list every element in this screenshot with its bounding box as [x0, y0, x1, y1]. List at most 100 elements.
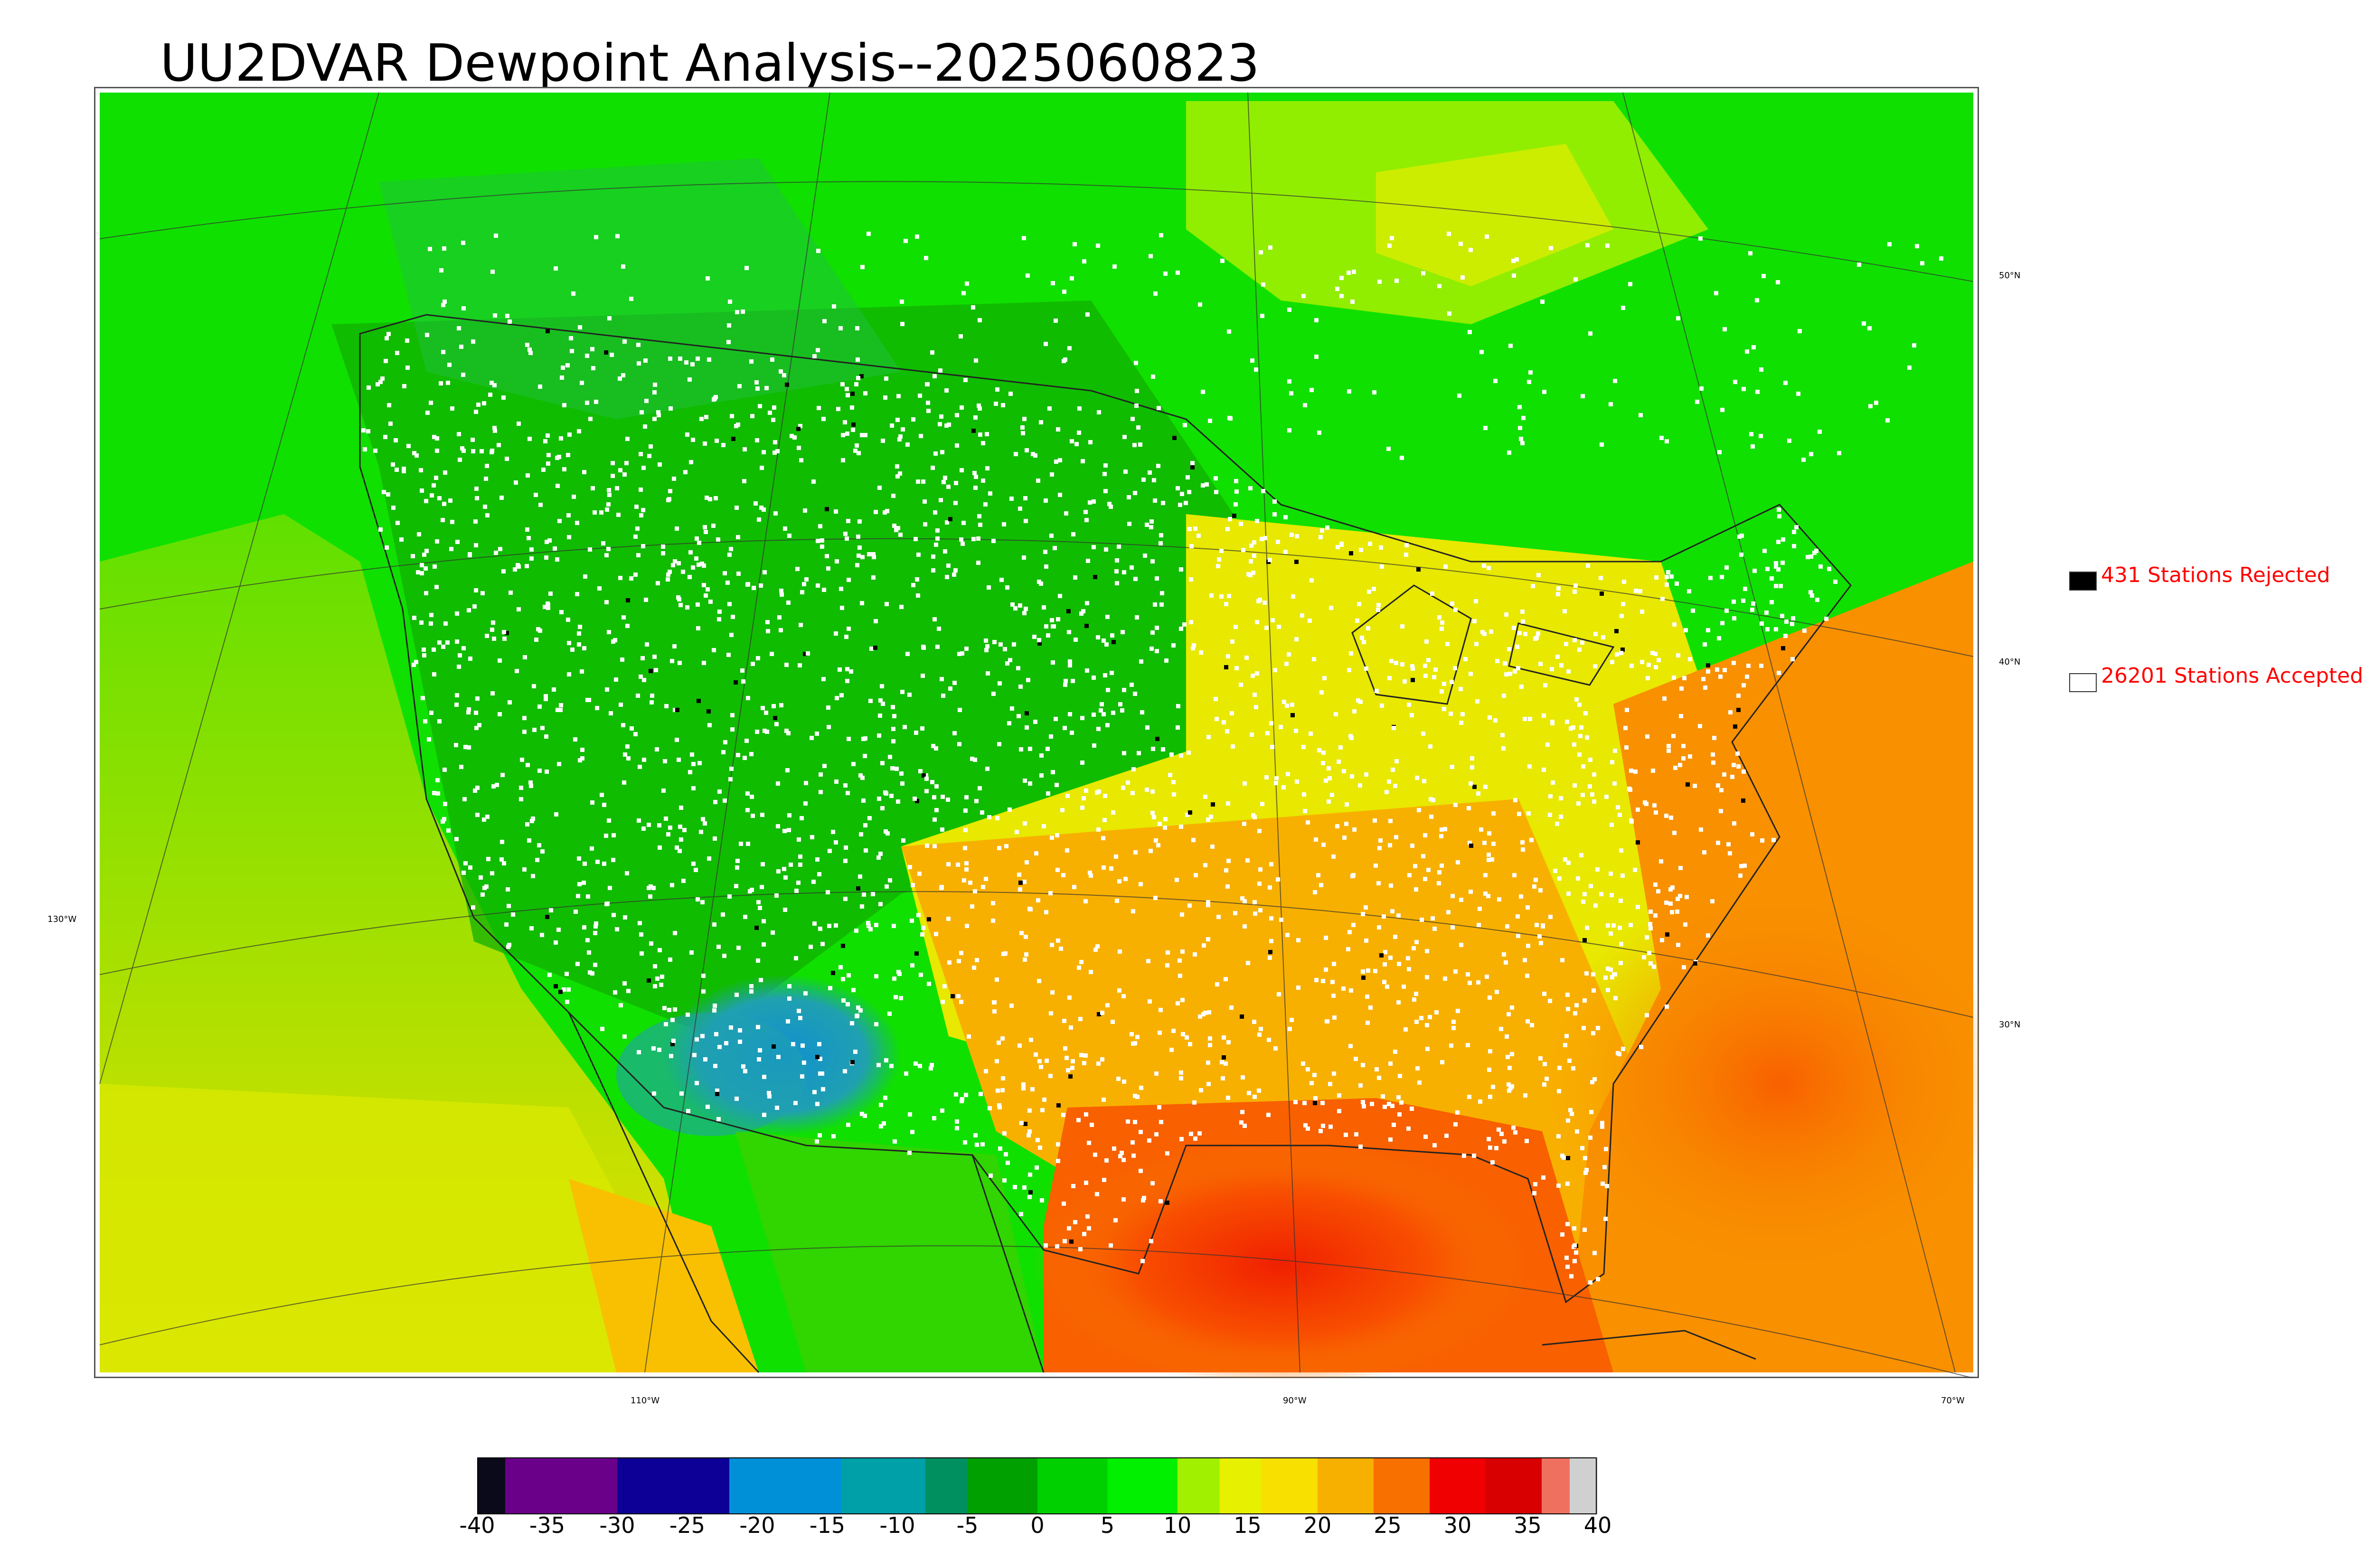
- accepted-station-marker: [668, 570, 672, 574]
- accepted-station-marker: [519, 797, 523, 801]
- accepted-station-marker: [737, 384, 742, 388]
- accepted-station-marker: [1672, 622, 1677, 627]
- accepted-station-marker: [1203, 795, 1207, 799]
- accepted-station-marker: [1394, 835, 1398, 839]
- accepted-station-marker: [1339, 542, 1344, 546]
- accepted-station-marker: [1364, 772, 1368, 777]
- accepted-station-marker: [961, 521, 966, 525]
- rejected-station-marker: [1736, 708, 1741, 712]
- accepted-station-marker: [1564, 1256, 1569, 1260]
- accepted-station-marker: [1354, 1057, 1358, 1061]
- accepted-station-marker: [941, 694, 945, 698]
- accepted-station-marker: [1666, 570, 1670, 574]
- accepted-station-marker: [1254, 705, 1258, 709]
- accepted-station-marker: [1487, 858, 1491, 862]
- accepted-station-marker: [1453, 803, 1458, 807]
- accepted-station-marker: [1539, 941, 1543, 945]
- accepted-station-marker: [891, 739, 895, 743]
- accepted-station-marker: [607, 316, 612, 320]
- accepted-station-marker: [1809, 554, 1813, 559]
- accepted-station-marker: [1281, 785, 1286, 789]
- accepted-station-marker: [615, 927, 619, 931]
- colorbar-segment-15: [1486, 1457, 1542, 1514]
- accepted-station-marker: [1376, 603, 1381, 607]
- accepted-station-marker: [514, 480, 518, 485]
- accepted-station-marker: [1226, 654, 1230, 658]
- accepted-station-marker: [1373, 818, 1377, 823]
- accepted-station-marker: [565, 1000, 569, 1004]
- accepted-station-marker: [1185, 813, 1189, 817]
- accepted-station-marker: [633, 535, 638, 539]
- accepted-station-marker: [1089, 873, 1093, 878]
- accepted-station-marker: [997, 1103, 1001, 1108]
- accepted-station-marker: [818, 1133, 822, 1137]
- accepted-station-marker: [686, 1109, 690, 1113]
- accepted-station-marker: [1669, 816, 1673, 820]
- accepted-station-marker: [726, 340, 731, 344]
- accepted-station-marker: [919, 434, 923, 438]
- accepted-station-marker: [683, 470, 688, 474]
- accepted-station-marker: [1050, 943, 1054, 947]
- accepted-station-marker: [649, 884, 653, 889]
- accepted-station-marker: [667, 497, 671, 501]
- accepted-station-marker: [907, 693, 912, 697]
- accepted-station-marker: [429, 621, 433, 626]
- accepted-station-marker: [1577, 703, 1582, 707]
- accepted-station-marker: [863, 1114, 867, 1118]
- accepted-station-marker: [1080, 761, 1084, 765]
- accepted-station-marker: [1308, 619, 1312, 623]
- accepted-station-marker: [1085, 668, 1089, 673]
- accepted-station-marker: [1818, 564, 1823, 569]
- accepted-station-marker: [590, 846, 594, 851]
- accepted-station-marker: [754, 380, 759, 385]
- accepted-station-marker: [1009, 1004, 1014, 1008]
- accepted-station-marker: [694, 556, 698, 561]
- accepted-station-marker: [1112, 264, 1117, 269]
- accepted-station-marker: [1443, 564, 1448, 569]
- accepted-station-marker: [1208, 1036, 1212, 1041]
- accepted-station-marker: [876, 855, 881, 860]
- accepted-station-marker: [1619, 848, 1623, 853]
- accepted-station-marker: [1193, 952, 1197, 957]
- accepted-station-marker: [1117, 988, 1121, 993]
- accepted-station-marker: [914, 731, 918, 735]
- accepted-station-marker: [546, 603, 550, 607]
- accepted-station-marker: [1088, 500, 1092, 505]
- accepted-station-marker: [946, 862, 951, 866]
- rejected-station-marker: [1636, 840, 1640, 845]
- accepted-station-marker: [973, 758, 977, 762]
- accepted-station-marker: [1476, 791, 1480, 796]
- accepted-station-marker: [1117, 879, 1121, 883]
- colorbar-segment-13: [1374, 1457, 1430, 1514]
- accepted-station-marker: [604, 834, 608, 838]
- accepted-station-marker: [1187, 490, 1191, 494]
- accepted-station-marker: [614, 677, 618, 682]
- accepted-station-marker: [1566, 1007, 1570, 1011]
- gulf-core: [1034, 1141, 1528, 1378]
- accepted-station-marker: [1037, 580, 1041, 584]
- accepted-station-marker: [1739, 553, 1743, 557]
- accepted-station-marker: [1165, 1151, 1169, 1155]
- accepted-station-marker: [844, 635, 848, 639]
- accepted-station-marker: [1317, 748, 1321, 752]
- accepted-station-marker: [528, 347, 532, 352]
- accepted-station-marker: [1269, 721, 1273, 725]
- accepted-station-marker: [822, 588, 826, 592]
- accepted-station-marker: [1101, 836, 1105, 840]
- accepted-station-marker: [1287, 652, 1291, 657]
- accepted-station-marker: [1874, 401, 1878, 405]
- accepted-station-marker: [1155, 649, 1159, 653]
- accepted-station-marker: [712, 648, 716, 652]
- accepted-station-marker: [605, 901, 610, 906]
- accepted-station-marker: [1288, 1027, 1292, 1031]
- accepted-station-marker: [883, 395, 887, 400]
- accepted-station-marker: [1612, 781, 1617, 786]
- accepted-station-marker: [1450, 680, 1454, 684]
- accepted-station-marker: [711, 524, 716, 528]
- accepted-station-marker: [648, 894, 652, 899]
- accepted-station-marker: [1364, 939, 1368, 943]
- accepted-station-marker: [1542, 714, 1546, 718]
- accepted-station-marker: [462, 871, 466, 875]
- accepted-station-marker: [1542, 768, 1546, 772]
- accepted-station-marker: [1774, 564, 1778, 569]
